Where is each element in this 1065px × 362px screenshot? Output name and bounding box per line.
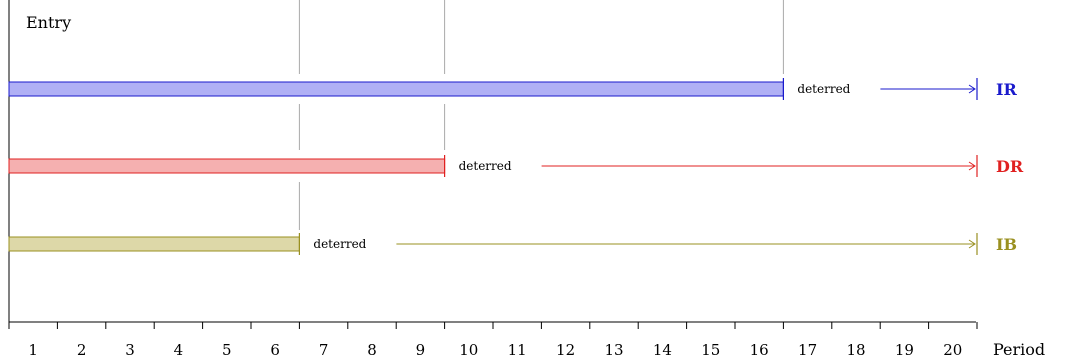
bar-DR xyxy=(8,158,446,174)
x-tick-label-12: 12 xyxy=(556,341,575,359)
x-tick-label-4: 4 xyxy=(174,341,184,359)
x-tick-label-2: 2 xyxy=(77,341,87,359)
x-tick-label-11: 11 xyxy=(508,341,527,359)
x-tick-label-18: 18 xyxy=(846,341,865,359)
x-tick-label-1: 1 xyxy=(28,341,38,359)
x-ticks: 1 2 3 4 5 6 7 8 9 10 11 12 13 14 15 16 17 18 19 20 xyxy=(8,322,978,359)
y-axis-title: Entry xyxy=(26,13,71,32)
x-tick-label-5: 5 xyxy=(222,341,232,359)
x-tick-label-3: 3 xyxy=(125,341,135,359)
bar-IB xyxy=(8,236,300,252)
axes: Entry Period xyxy=(8,0,1045,359)
x-tick-label-15: 15 xyxy=(701,341,720,359)
x-tick-label-7: 7 xyxy=(319,341,329,359)
series-label-IB: IB xyxy=(996,235,1017,254)
x-tick-label-13: 13 xyxy=(604,341,623,359)
x-tick-label-6: 6 xyxy=(270,341,280,359)
x-tick-label-17: 17 xyxy=(798,341,817,359)
x-tick-label-19: 19 xyxy=(895,341,914,359)
deferred-arrowhead-IB xyxy=(968,239,976,249)
x-tick-label-9: 9 xyxy=(416,341,426,359)
deferred-arrowhead-DR xyxy=(968,161,976,171)
deferred-arrowhead-IR xyxy=(968,84,976,94)
x-tick-label-14: 14 xyxy=(653,341,672,359)
bar-IR xyxy=(8,81,784,97)
x-tick-label-20: 20 xyxy=(943,341,962,359)
x-tick-label-8: 8 xyxy=(367,341,377,359)
bars: deterred IR deterred DR deterred IB xyxy=(8,78,1024,255)
series-label-DR: DR xyxy=(996,157,1024,176)
series-label-IR: IR xyxy=(996,80,1017,99)
x-tick-label-16: 16 xyxy=(750,341,769,359)
deferred-label-IR: deterred xyxy=(797,82,850,96)
deferred-label-IB: deterred xyxy=(313,237,366,251)
guide-lines xyxy=(298,0,784,230)
deferred-label-DR: deterred xyxy=(459,159,512,173)
x-tick-label-10: 10 xyxy=(459,341,478,359)
x-axis-title: Period xyxy=(993,340,1045,359)
